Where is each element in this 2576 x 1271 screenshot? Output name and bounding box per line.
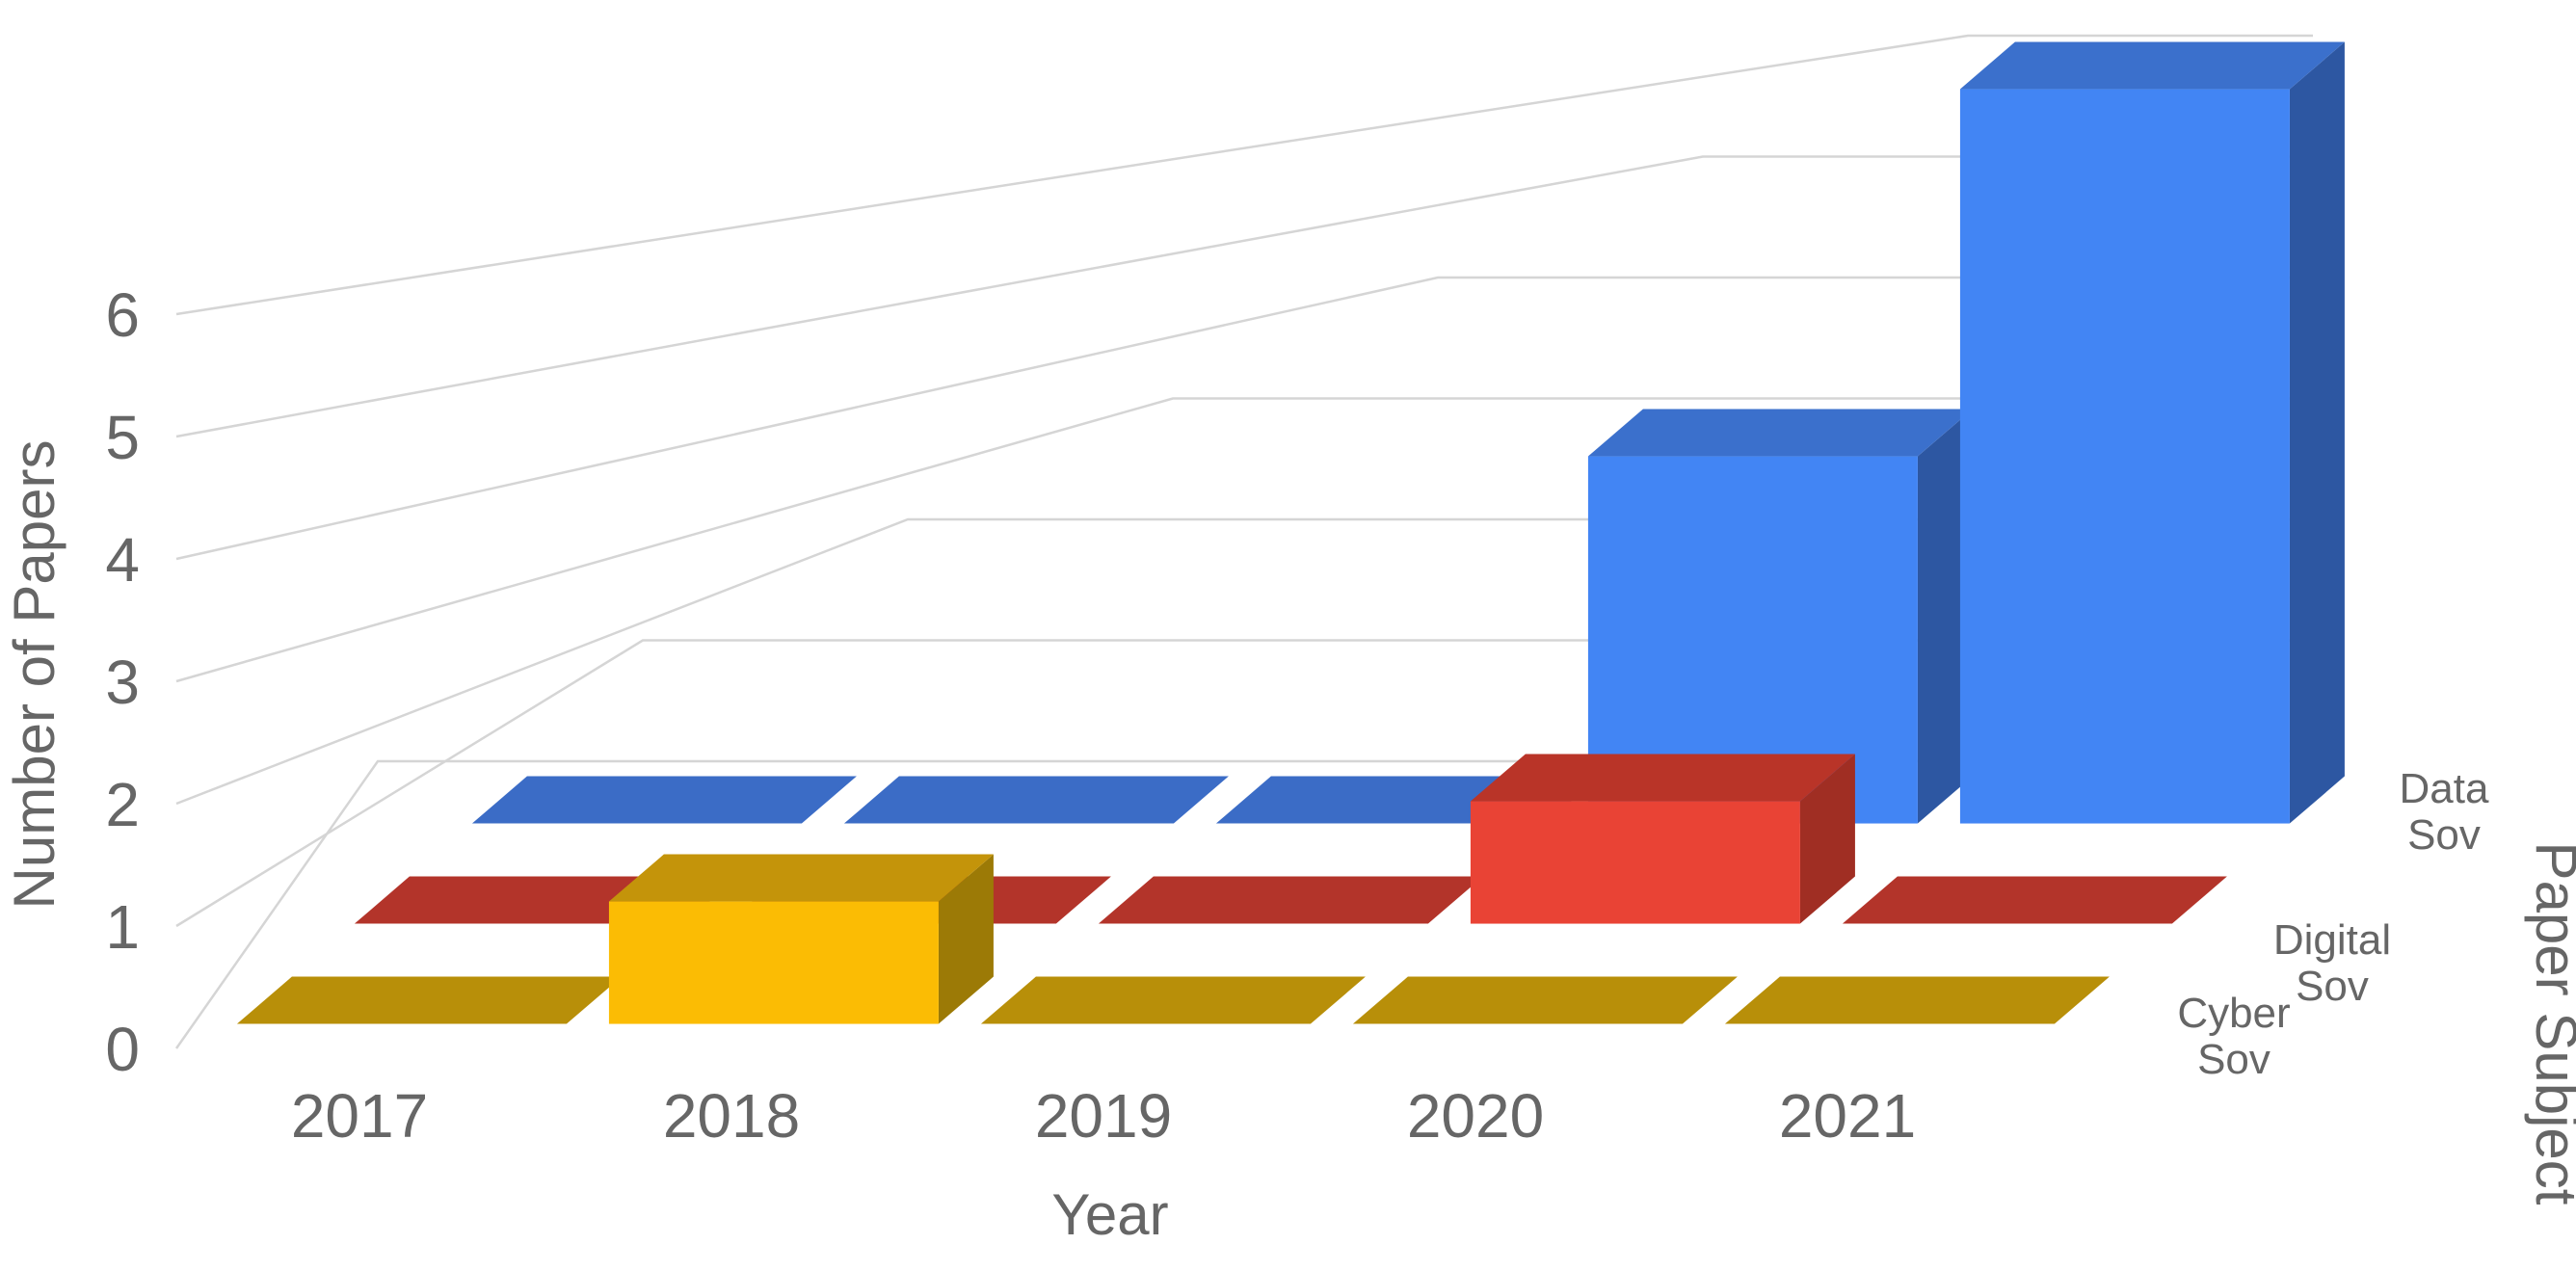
bar-side-face [2289, 41, 2345, 824]
x-axis-title: Year [1051, 1182, 1168, 1247]
bar-2021-value-6 [1959, 41, 2345, 824]
bar-2018-value-1 [608, 854, 994, 1024]
zero-tile-2020 [1352, 976, 1738, 1024]
series-label-digital-sov: Digital Sov [2273, 916, 2391, 1010]
x-tick-label-2017: 2017 [291, 1081, 428, 1151]
bar-front-face [1470, 801, 1800, 924]
y-tick-label-2: 2 [105, 770, 140, 839]
y-tick-label-1: 1 [105, 892, 140, 962]
series-label-data-sov: Data Sov [2400, 765, 2489, 859]
bar-side-face [938, 854, 994, 1024]
y-tick-label-6: 6 [105, 280, 140, 350]
zero-tile-2021 [1842, 876, 2227, 924]
x-tick-label-2019: 2019 [1035, 1081, 1172, 1151]
zero-tile-2021 [1724, 976, 2110, 1024]
zero-tile-2019 [1098, 876, 1483, 924]
series-row-cyber-sov [236, 854, 2110, 1024]
series-row-data-sov [471, 41, 2345, 824]
zero-tile-2018 [843, 776, 1229, 824]
series-label-cyber-sov: Cyber Sov [2177, 990, 2290, 1083]
zero-tile-2017 [236, 976, 622, 1024]
axis-tick-labels: 0 1 2 3 4 5 6 2017 2018 2019 2020 2021 [105, 280, 1916, 1151]
bar-top-face [608, 854, 994, 902]
y-tick-label-0: 0 [105, 1015, 140, 1084]
y-tick-label-4: 4 [105, 525, 140, 595]
zero-tile-2017 [471, 776, 857, 824]
y-axis-title: Number of Papers [2, 440, 66, 910]
gridline-6 [175, 34, 2313, 316]
bar-top-face [1470, 754, 1855, 802]
gridline-3 [175, 397, 2313, 683]
bars [236, 41, 2345, 1024]
x-tick-label-2018: 2018 [663, 1081, 800, 1151]
bar-top-face [1587, 409, 1973, 457]
x-tick-label-2020: 2020 [1407, 1081, 1544, 1151]
y-tick-label-5: 5 [105, 403, 140, 472]
bar-side-face [1799, 754, 1855, 924]
bar-2020-value-1 [1470, 754, 1855, 924]
bar-front-face [1959, 89, 2290, 824]
bar-top-face [1959, 41, 2345, 90]
gridlines [174, 34, 2313, 1049]
zero-tile-2019 [980, 976, 1366, 1024]
z-axis-title: Paper Subject [2524, 842, 2576, 1205]
bar-front-face [608, 901, 939, 1024]
y-tick-label-3: 3 [105, 648, 140, 717]
bar-side-face [1917, 409, 1973, 824]
x-tick-label-2021: 2021 [1779, 1081, 1916, 1151]
